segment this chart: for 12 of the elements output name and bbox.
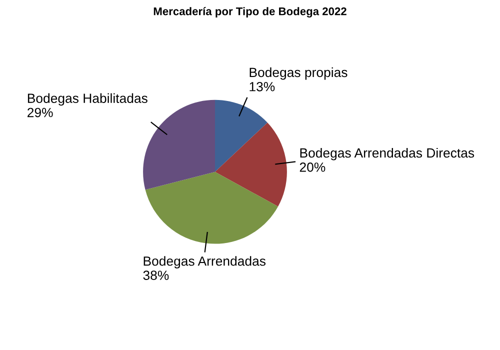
slice-label: Bodegas Habilitadas [28, 93, 148, 106]
pie-slice [215, 122, 287, 207]
data-label: 38% [143, 270, 169, 280]
slice-label: Bodegas Arrendadas Directas [300, 148, 474, 160]
data-label: 29% [28, 108, 53, 118]
slice-label: Bodegas Arrendadas [144, 256, 266, 268]
pie-slice [145, 172, 278, 244]
slice-label: Bodegas propias [250, 67, 348, 80]
chart-title: Mercadería por Tipo de Bodega 2022 [154, 7, 346, 18]
data-label: 20% [300, 162, 326, 172]
pie-slice [215, 100, 268, 172]
data-label: 13% [250, 82, 275, 92]
